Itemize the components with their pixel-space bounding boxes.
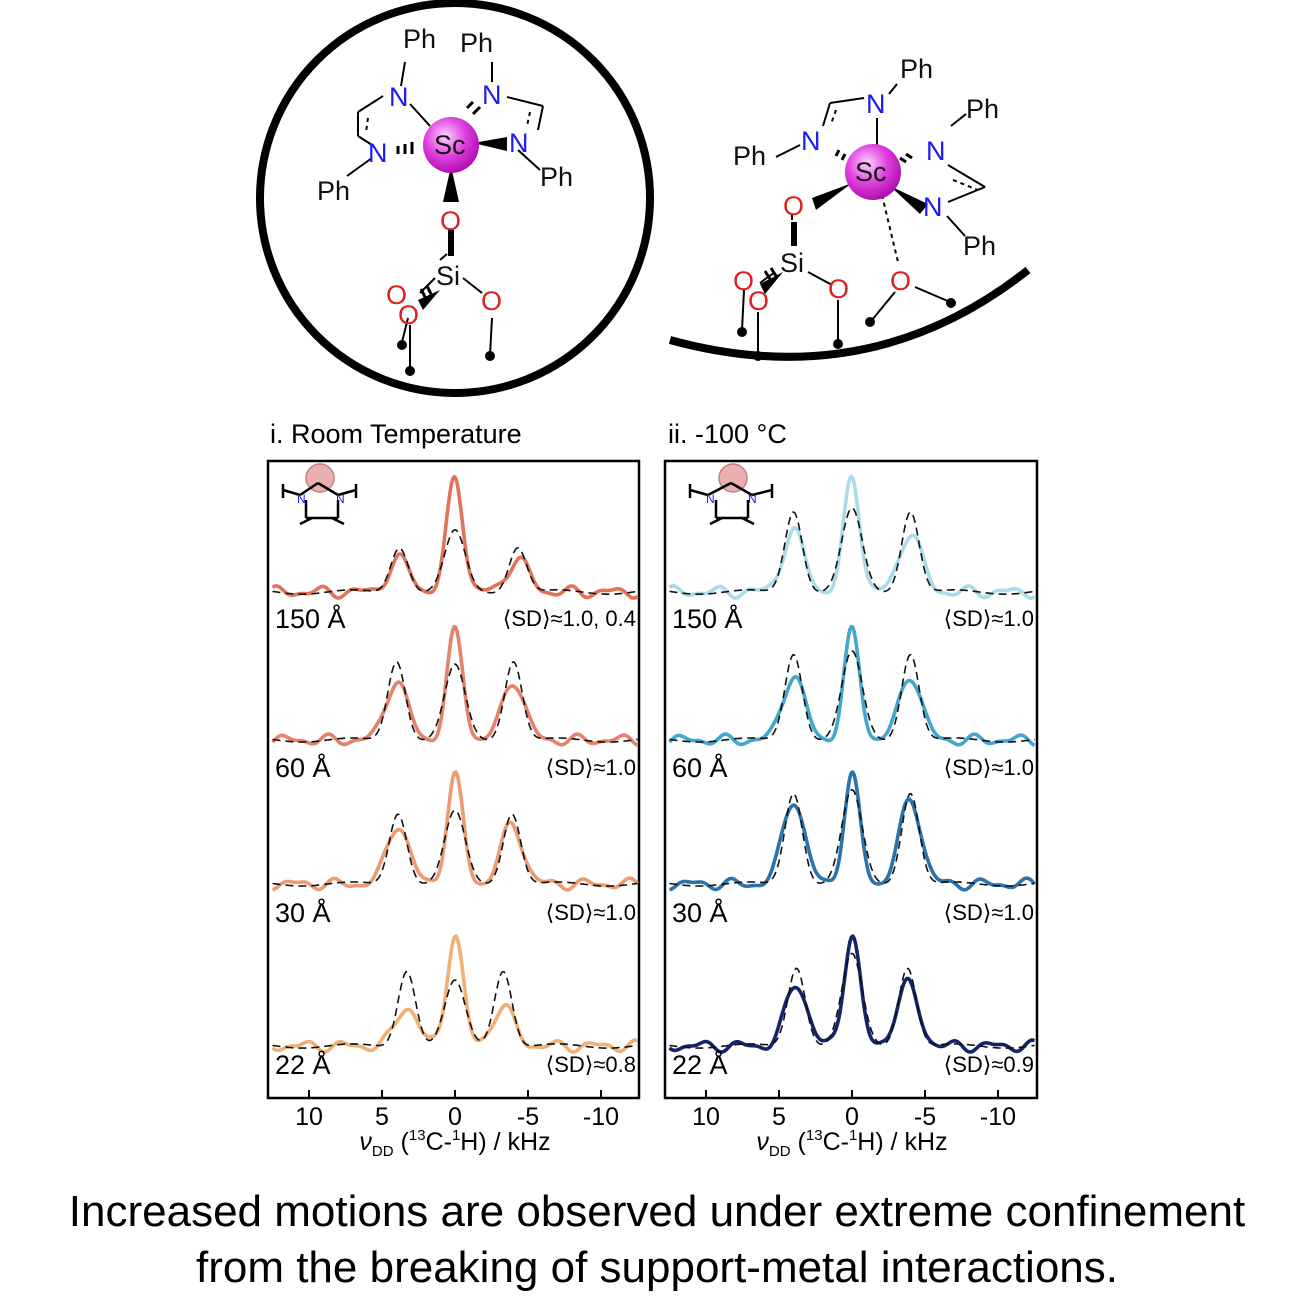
phenyl-label: Ph (460, 28, 493, 58)
order-parameter-label: ⟨SD⟩≈1.0 (944, 755, 1034, 780)
phenyl-label: Ph (403, 24, 436, 54)
silicon-label: Si (436, 261, 460, 291)
phenyl-label: Ph (733, 141, 766, 171)
experimental-spectrum-line (271, 624, 639, 747)
experimental-spectrum-line (271, 474, 639, 600)
x-tick-label: -5 (914, 1103, 936, 1131)
simulated-spectrum-line (669, 507, 1035, 595)
order-parameter-label: ⟨SD⟩≈1.0 (546, 900, 636, 925)
nitrogen-label: N (368, 138, 388, 168)
x-axis-label: νDD (13C-1H) / kHz (756, 1127, 947, 1160)
simulated-spectrum-line (272, 809, 638, 887)
oxygen-label: O (440, 206, 461, 236)
trace-labels: 150 Å ⟨SD⟩≈1.0, 0.4 60 Å ⟨SD⟩≈1.0 30 Å ⟨SD⟩≈1… (275, 603, 636, 1080)
phenyl-label: Ph (900, 54, 933, 84)
x-axis-label: νDD (13C-1H) / kHz (359, 1127, 550, 1160)
surface-arc (668, 266, 1031, 361)
scheme-right: Ph Ph Ph Ph N N N N Sc O Si O O O O (668, 54, 1031, 361)
caption-line-2: from the breaking of support-metal inter… (196, 1243, 1118, 1292)
pore-circle (256, 0, 654, 397)
pore-size-label: 60 Å (672, 752, 728, 783)
panel-title: i. Room Temperature (270, 419, 522, 449)
inset-n-label: N (336, 492, 345, 506)
x-tick-label: -5 (517, 1103, 539, 1131)
inset-structure: N N (281, 463, 358, 526)
scandium-label: Sc (434, 130, 466, 160)
oxygen-label: O (783, 191, 804, 221)
order-parameter-label: ⟨SD⟩≈1.0 (546, 755, 636, 780)
experimental-spectrum-line (668, 624, 1036, 747)
nitrogen-label: N (923, 192, 943, 222)
oxygen-label: O (386, 280, 407, 310)
panel-title: ii. -100 °C (668, 419, 787, 449)
plot-frame (266, 459, 641, 1100)
oxygen-label: O (481, 286, 502, 316)
sc-atom (845, 144, 901, 200)
experimental-spectrum-line (271, 934, 639, 1054)
simulated-spectrum-line (669, 952, 1035, 1049)
oxygen-label: O (828, 274, 849, 304)
order-parameter-label: ⟨SD⟩≈1.0 (944, 606, 1034, 631)
inset-n-label: N (748, 492, 757, 506)
trace-labels: 150 Å ⟨SD⟩≈1.0 60 Å ⟨SD⟩≈1.0 30 Å ⟨SD⟩≈1.0 22 … (672, 603, 1034, 1080)
x-tick-label: -10 (583, 1103, 619, 1131)
simulated-spectrum-line (272, 970, 638, 1049)
simulated-spectrum-line (272, 529, 638, 595)
pore-size-label: 150 Å (672, 603, 743, 634)
nitrogen-label: N (801, 126, 821, 156)
x-axis: 10 5 0 -5 -10 (692, 1090, 1016, 1131)
order-parameter-label: ⟨SD⟩≈0.8 (546, 1052, 636, 1077)
sc-atom (423, 117, 479, 173)
x-tick-label: -10 (980, 1103, 1016, 1131)
nitrogen-label: N (926, 136, 946, 166)
panel-low-temperature: ii. -100 °C N N 150 Å ⟨SD⟩≈1.0 60 Å ⟨SD⟩≈1.… (663, 419, 1039, 1160)
scandium-label: Sc (855, 157, 887, 187)
nitrogen-label: N (389, 82, 409, 112)
pore-size-label: 30 Å (275, 897, 331, 928)
silicon-label: Si (780, 248, 804, 278)
pore-size-label: 150 Å (275, 603, 346, 634)
phenyl-label: Ph (540, 162, 573, 192)
simulated-spectrum-line (669, 650, 1035, 743)
experimental-spectrum-line (272, 770, 639, 892)
inset-structure: N N (688, 463, 774, 526)
spectra-traces (271, 474, 639, 1054)
oxygen-label: O (890, 266, 911, 296)
x-tick-label: 10 (692, 1103, 720, 1131)
phenyl-label: Ph (963, 231, 996, 261)
oxygen-label: O (748, 286, 769, 316)
nitrogen-label: N (509, 128, 529, 158)
oxygen-label: O (398, 300, 419, 330)
scheme-left: Ph Ph Ph Ph N N N N Sc O Si O O O (256, 0, 654, 397)
phenyl-label: Ph (966, 94, 999, 124)
nitrogen-label: N (866, 89, 886, 119)
pore-size-label: 30 Å (672, 897, 728, 928)
pore-size-label: 60 Å (275, 752, 331, 783)
panel-room-temperature: i. Room Temperature N N 150 Å ⟨SD⟩≈1.0, 0… (266, 419, 641, 1160)
x-tick-label: 5 (772, 1103, 786, 1131)
x-tick-label: 10 (295, 1103, 323, 1131)
x-tick-label: 5 (375, 1103, 389, 1131)
pore-size-label: 22 Å (672, 1049, 728, 1080)
phenyl-label: Ph (317, 176, 350, 206)
nitrogen-label: N (482, 80, 502, 110)
simulated-spectrum-line (272, 660, 638, 743)
spectra-traces (668, 474, 1036, 1054)
experimental-spectrum-line (668, 474, 1036, 600)
order-parameter-label: ⟨SD⟩≈0.9 (944, 1052, 1034, 1077)
x-tick-label: 0 (845, 1103, 859, 1131)
x-axis: 10 5 0 -5 -10 (295, 1090, 619, 1131)
inset-n-label: N (706, 492, 715, 506)
caption-line-1: Increased motions are observed under ext… (69, 1187, 1245, 1236)
order-parameter-label: ⟨SD⟩≈1.0, 0.4 (503, 606, 636, 631)
oxygen-label: O (733, 266, 754, 296)
experimental-spectrum-line (668, 934, 1036, 1054)
pore-size-label: 22 Å (275, 1049, 331, 1080)
order-parameter-label: ⟨SD⟩≈1.0 (944, 900, 1034, 925)
simulated-spectrum-line (669, 788, 1035, 887)
x-tick-label: 0 (448, 1103, 462, 1131)
inset-n-label: N (297, 492, 306, 506)
